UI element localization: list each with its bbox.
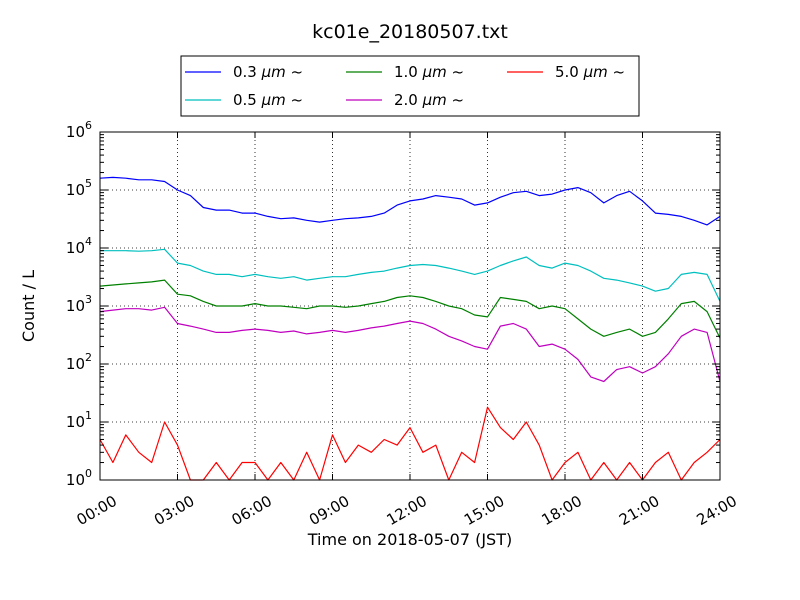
y-tick-label: 103 — [66, 293, 92, 315]
axis-ticks — [99, 131, 721, 481]
legend-entry: 0.5 μm ~ — [233, 91, 303, 109]
legend-entry: 0.3 μm ~ — [233, 63, 303, 81]
legend-frame — [180, 55, 640, 117]
y-tick-label: 106 — [66, 119, 92, 141]
legend: 0.3 μm ~ 1.0 μm ~ 5.0 μm ~ 0.5 μm ~ 2.0 μm ~ — [180, 55, 640, 117]
y-tick-label: 101 — [66, 409, 92, 431]
series-line-2 — [99, 279, 721, 339]
grid-lines — [100, 132, 720, 480]
legend-entry: 1.0 μm ~ — [394, 63, 464, 81]
y-axis-tick-labels: 100 101 102 103 104 105 106 — [66, 119, 92, 489]
series-line-3 — [99, 306, 721, 383]
y-axis-title: Count / L — [19, 270, 38, 342]
y-tick-label: 102 — [66, 351, 92, 373]
chart-title: kc01e_20180507.txt — [312, 21, 508, 43]
legend-entry: 2.0 μm ~ — [394, 91, 464, 109]
series-line-0 — [99, 176, 721, 226]
y-tick-label: 104 — [66, 235, 92, 257]
x-axis-title: Time on 2018-05-07 (JST) — [307, 530, 512, 549]
series-line-1 — [100, 248, 721, 302]
legend-entry: 5.0 μm ~ — [555, 63, 625, 81]
y-tick-label: 100 — [66, 467, 92, 489]
y-tick-label: 105 — [66, 177, 92, 199]
legend-items: 0.3 μm ~ 1.0 μm ~ 5.0 μm ~ 0.5 μm ~ 2.0 μm ~ — [185, 63, 625, 109]
